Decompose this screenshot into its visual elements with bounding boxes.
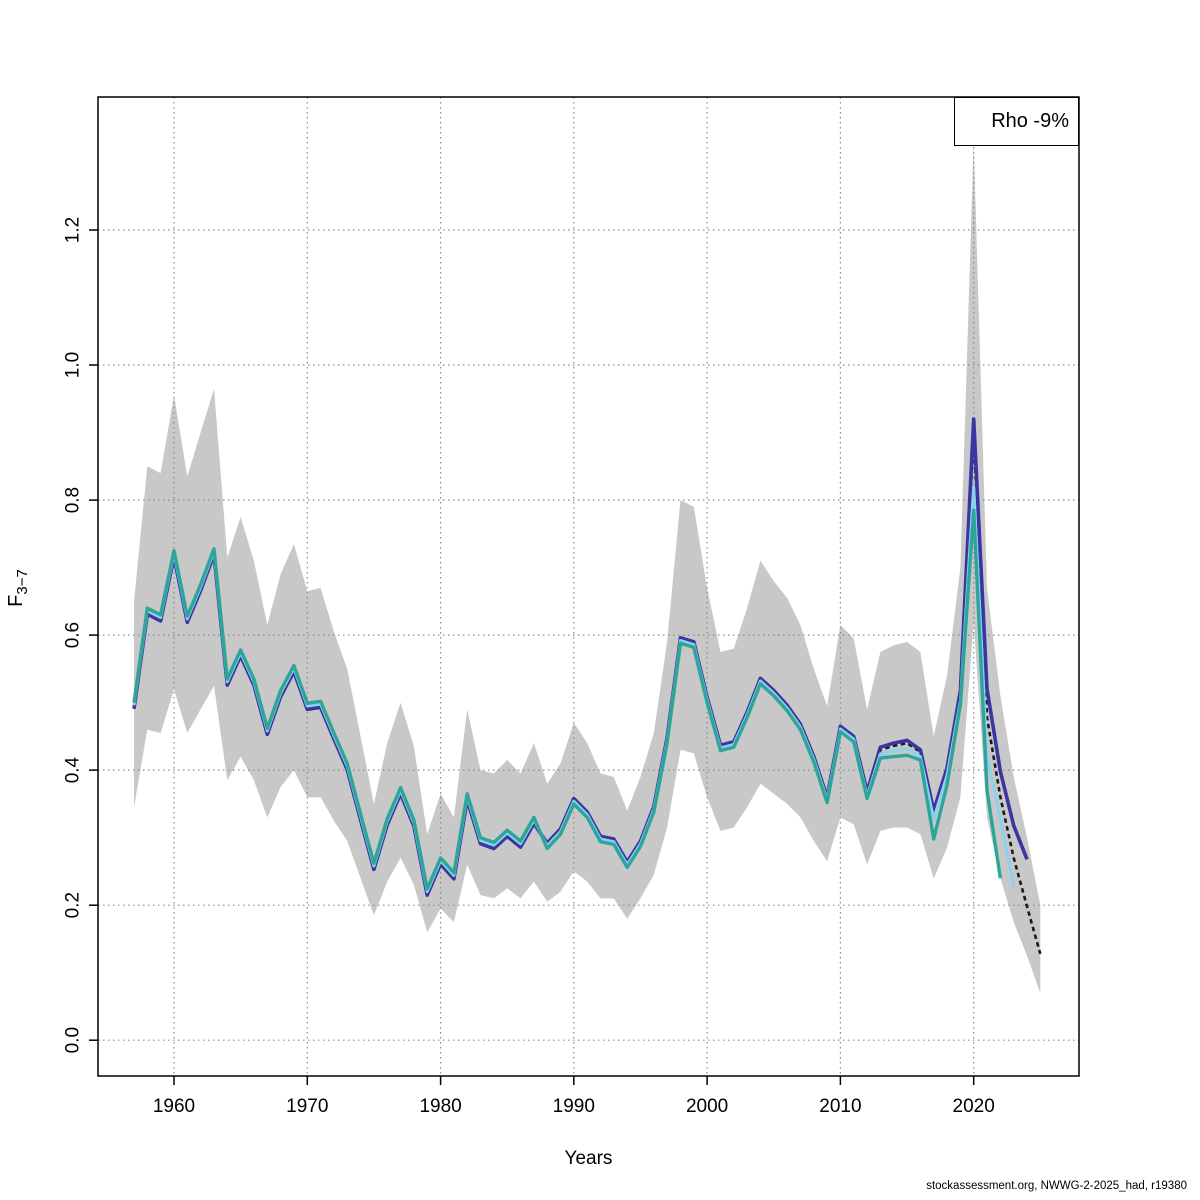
y-axis-title: F3−7 (0, 488, 34, 688)
y-tick-label: 0.8 (63, 487, 84, 513)
y-tick-label: 0.2 (63, 892, 84, 918)
x-tick-label: 1970 (286, 1096, 328, 1117)
x-tick-label: 1960 (153, 1096, 195, 1117)
svg-text:0.8: 0.8 (63, 487, 84, 513)
y-tick-label: 1.0 (63, 352, 84, 378)
x-tick-label: 2010 (819, 1096, 861, 1117)
y-tick-label: 0.0 (63, 1027, 84, 1053)
x-tick-label: 1980 (419, 1096, 461, 1117)
footer-attribution: stockassessment.org, NWWG-2-2025_had, r1… (926, 1180, 1187, 1192)
y-axis-title-main: F (5, 594, 27, 607)
legend-box: Rho -9% (954, 97, 1079, 146)
x-tick-label: 1990 (553, 1096, 595, 1117)
svg-text:0.2: 0.2 (63, 892, 84, 918)
plot-border (97, 96, 1080, 1077)
y-tick-label: 0.4 (63, 756, 84, 783)
svg-text:0.6: 0.6 (63, 622, 84, 648)
svg-text:0.4: 0.4 (63, 756, 84, 783)
confidence-band (134, 142, 1041, 993)
x-tick-label: 2000 (686, 1096, 728, 1117)
x-tick-label: 2020 (953, 1096, 995, 1117)
x-axis-title: Years (564, 1148, 613, 1169)
y-tick-label: 1.2 (63, 217, 84, 243)
y-tick-label: 0.6 (63, 622, 84, 648)
svg-text:1.0: 1.0 (63, 352, 84, 378)
series-run-ending-2022 (132, 508, 1003, 891)
legend-rho-label: Rho -9% (991, 110, 1069, 132)
y-axis-title-sub: 3−7 (14, 569, 31, 595)
series-run-ending-2024 (132, 417, 1029, 897)
svg-text:0.0: 0.0 (63, 1027, 84, 1053)
svg-text:1.2: 1.2 (63, 217, 84, 243)
